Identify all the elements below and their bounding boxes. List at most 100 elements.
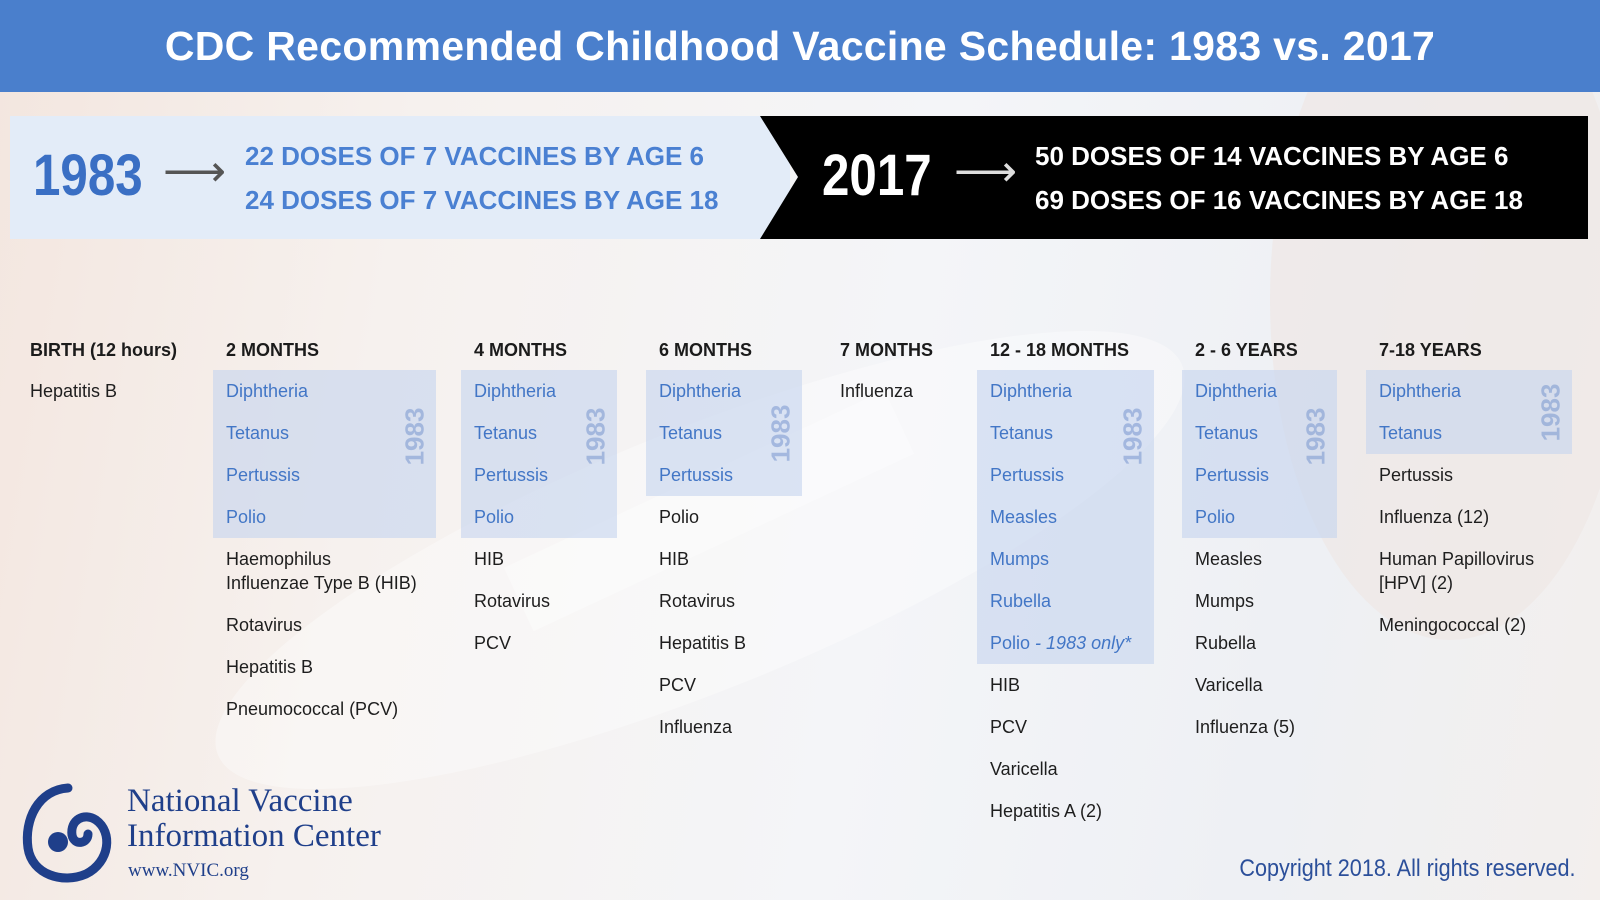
vaccine: Tetanus xyxy=(990,423,1054,443)
age-column: BIRTH (12 hours) Hepatitis B xyxy=(30,336,177,412)
age-heading: 4 MONTHS xyxy=(474,340,568,360)
vaccine: Varicella xyxy=(1195,675,1263,695)
banner-1983 xyxy=(10,116,790,239)
shaded-1983: 1983 xyxy=(1182,370,1337,538)
vaccine: Pertussis xyxy=(474,465,549,485)
vaccine: PCV xyxy=(659,675,697,695)
vaccine: Polio xyxy=(659,507,700,527)
vaccine: Human Papillovirus [HPV] (2) xyxy=(1379,538,1534,604)
vaccine: Polio - 1983 only* xyxy=(990,622,1131,664)
vaccine: Varicella xyxy=(990,759,1058,779)
vaccine: Measles xyxy=(1195,549,1263,569)
age-column: 4 MONTHS 1983 Diphtheria Tetanus Pertussis Po… xyxy=(461,336,617,664)
age-column: 7 MONTHS Influenza xyxy=(840,336,933,412)
vaccine: Diphtheria xyxy=(659,381,742,401)
vaccine: Mumps xyxy=(1195,591,1255,611)
vaccine: Diphtheria xyxy=(474,381,557,401)
vaccine: HIB xyxy=(990,675,1021,695)
vaccine: Influenza xyxy=(840,381,914,401)
shaded-list: Diphtheria Tetanus Pertussis Polio xyxy=(1195,370,1298,538)
vaccine-list: 1983 Diphtheria Tetanus Pertussis Polio HIB Ro… xyxy=(461,370,617,664)
banner-line: 22 DOSES OF 7 VACCINES BY AGE 6 xyxy=(245,141,704,171)
vaccine: Polio xyxy=(226,507,267,527)
org-url: www.NVIC.org xyxy=(128,860,249,881)
vaccine: Polio xyxy=(1195,507,1236,527)
vaccine: Influenza (5) xyxy=(1195,717,1296,737)
vaccine-line: Human Papillovirus xyxy=(1379,549,1535,569)
org-name: Information Center xyxy=(127,818,381,854)
vaccine-line: Haemophilus xyxy=(226,549,332,569)
vaccine: Tetanus xyxy=(1379,423,1443,443)
banner-2017 xyxy=(760,116,1588,239)
logo xyxy=(22,783,112,883)
shaded-1983: 1983 xyxy=(461,370,617,538)
vaccine: Influenza (12) xyxy=(1379,507,1490,527)
banner-line: 24 DOSES OF 7 VACCINES BY AGE 18 xyxy=(245,185,719,215)
age-heading: BIRTH (12 hours) xyxy=(30,340,178,360)
vaccine: Diphtheria xyxy=(990,381,1073,401)
vaccine-name: Polio xyxy=(990,633,1031,653)
arrow: ⟶ xyxy=(954,147,1018,196)
vaccine: Tetanus xyxy=(226,423,290,443)
vaccine: Rotavirus xyxy=(226,615,303,635)
vaccine: Meningococcal (2) xyxy=(1379,615,1527,635)
age-column: 12 - 18 MONTHS 1983 Diphtheria Tetanus Pertu… xyxy=(977,336,1154,832)
age-heading: 7-18 YEARS xyxy=(1379,340,1482,360)
vaccine-list: Hepatitis B xyxy=(30,370,177,412)
banner-line: 50 DOSES OF 14 VACCINES BY AGE 6 xyxy=(1035,141,1509,171)
age-column: 7-18 YEARS 1983 Diphtheria Tetanus Pertussis… xyxy=(1366,336,1572,646)
vaccine: Pneumococcal (PCV) xyxy=(226,699,399,719)
vaccine: HIB xyxy=(474,549,505,569)
vaccine: Pertussis xyxy=(1195,465,1270,485)
vaccine: Polio xyxy=(474,507,515,527)
copyright: Copyright 2018. All rights reserved. xyxy=(1239,855,1576,882)
vaccine: Hepatitis B xyxy=(30,381,118,401)
vaccine-list: 1983 Diphtheria Tetanus Pertussis Polio Measl… xyxy=(1182,370,1337,748)
vaccine: PCV xyxy=(474,633,512,653)
vaccine: Rubella xyxy=(1195,633,1257,653)
vaccine: Haemophilus Influenzae Type B (HIB) xyxy=(226,538,417,604)
year-2017: 2017 xyxy=(822,143,932,208)
vaccine: Measles xyxy=(990,507,1058,527)
vaccine: Pertussis xyxy=(659,465,734,485)
age-heading: 7 MONTHS xyxy=(840,340,934,360)
age-heading: 6 MONTHS xyxy=(659,340,753,360)
arrow: ⟶ xyxy=(163,147,227,196)
age-heading: 2 - 6 YEARS xyxy=(1195,340,1298,360)
vaccine-list: 1983 Diphtheria Tetanus Pertussis Polio HIB Ro… xyxy=(646,370,802,748)
shaded-1983: 1983 xyxy=(977,370,1154,664)
vaccine: Hepatitis A (2) xyxy=(990,801,1103,821)
shaded-list: Diphtheria Tetanus Pertussis Polio xyxy=(474,370,567,538)
shaded-1983: 1983 xyxy=(1366,370,1572,454)
org-name: National Vaccine xyxy=(127,783,353,819)
vaccine: Tetanus xyxy=(1195,423,1259,443)
shaded-label: 1983 xyxy=(580,407,611,466)
vaccine: Diphtheria xyxy=(1379,381,1462,401)
vaccine: Hepatitis B xyxy=(659,633,747,653)
vaccine: Pertussis xyxy=(226,465,301,485)
age-heading: 2 MONTHS xyxy=(226,340,320,360)
vaccine-line: [HPV] (2) xyxy=(1379,573,1454,593)
shaded-label: 1983 xyxy=(1300,407,1331,466)
shaded-list: Diphtheria Tetanus Pertussis xyxy=(659,370,752,496)
year-1983: 1983 xyxy=(33,143,143,208)
vaccine-list: Influenza xyxy=(840,370,933,412)
vaccine: HIB xyxy=(659,549,690,569)
shaded-1983: 1983 xyxy=(646,370,802,496)
vaccine: Rotavirus xyxy=(659,591,736,611)
shaded-list: Diphtheria Tetanus Pertussis Measles Mumps Ru… xyxy=(990,370,1131,664)
vaccine-list: 1983 Diphtheria Tetanus Pertussis Influenza … xyxy=(1366,370,1572,646)
vaccine-list: 1983 Diphtheria Tetanus Pertussis Measles Mum… xyxy=(977,370,1154,832)
shaded-label: 1983 xyxy=(1535,383,1566,442)
shaded-1983: 1983 xyxy=(213,370,436,538)
shaded-label: 1983 xyxy=(765,404,796,463)
vaccine: Diphtheria xyxy=(1195,381,1278,401)
age-heading: 12 - 18 MONTHS xyxy=(990,340,1130,360)
shaded-list: Diphtheria Tetanus xyxy=(1379,370,1534,454)
vaccine: PCV xyxy=(990,717,1028,737)
banner-line: 69 DOSES OF 16 VACCINES BY AGE 18 xyxy=(1035,185,1523,215)
age-column: 2 MONTHS 1983 Diphtheria Tetanus Pertussis Po… xyxy=(213,336,436,730)
shaded-list: Diphtheria Tetanus Pertussis Polio xyxy=(226,370,417,538)
vaccine-note: - 1983 only* xyxy=(1035,633,1132,653)
